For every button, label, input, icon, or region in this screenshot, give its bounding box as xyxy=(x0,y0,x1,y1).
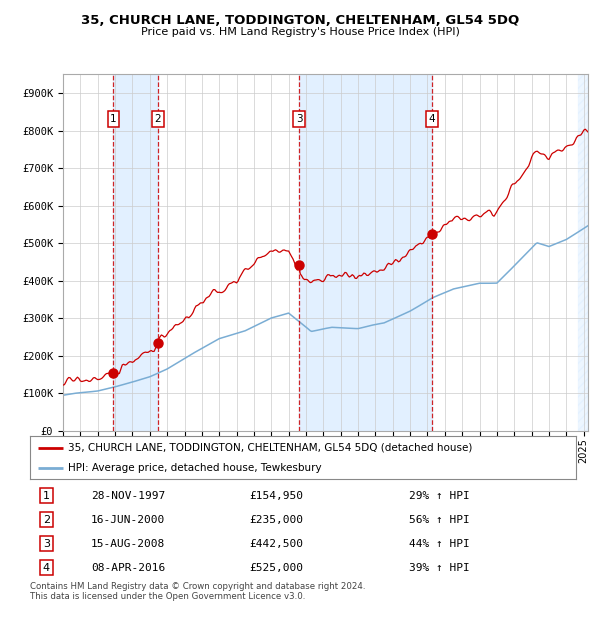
Text: £525,000: £525,000 xyxy=(249,563,303,573)
Text: £442,500: £442,500 xyxy=(249,539,303,549)
Text: 2: 2 xyxy=(43,515,50,525)
Text: 29% ↑ HPI: 29% ↑ HPI xyxy=(409,490,470,500)
Text: 1: 1 xyxy=(110,114,117,124)
Text: 15-AUG-2008: 15-AUG-2008 xyxy=(91,539,166,549)
Text: 35, CHURCH LANE, TODDINGTON, CHELTENHAM, GL54 5DQ (detached house): 35, CHURCH LANE, TODDINGTON, CHELTENHAM,… xyxy=(68,443,473,453)
Text: 16-JUN-2000: 16-JUN-2000 xyxy=(91,515,166,525)
Text: Price paid vs. HM Land Registry's House Price Index (HPI): Price paid vs. HM Land Registry's House … xyxy=(140,27,460,37)
Text: 35, CHURCH LANE, TODDINGTON, CHELTENHAM, GL54 5DQ: 35, CHURCH LANE, TODDINGTON, CHELTENHAM,… xyxy=(81,14,519,27)
Bar xyxy=(113,74,158,431)
Text: £154,950: £154,950 xyxy=(249,490,303,500)
Bar xyxy=(299,74,432,431)
Text: 44% ↑ HPI: 44% ↑ HPI xyxy=(409,539,470,549)
Text: 39% ↑ HPI: 39% ↑ HPI xyxy=(409,563,470,573)
Text: 1: 1 xyxy=(43,490,50,500)
Text: 28-NOV-1997: 28-NOV-1997 xyxy=(91,490,166,500)
Text: 4: 4 xyxy=(43,563,50,573)
Text: £235,000: £235,000 xyxy=(249,515,303,525)
Bar xyxy=(578,74,588,431)
Text: 08-APR-2016: 08-APR-2016 xyxy=(91,563,166,573)
Text: 2: 2 xyxy=(154,114,161,124)
Text: 3: 3 xyxy=(296,114,303,124)
Text: 4: 4 xyxy=(429,114,436,124)
Text: 56% ↑ HPI: 56% ↑ HPI xyxy=(409,515,470,525)
Text: HPI: Average price, detached house, Tewkesbury: HPI: Average price, detached house, Tewk… xyxy=(68,463,322,473)
Text: Contains HM Land Registry data © Crown copyright and database right 2024.
This d: Contains HM Land Registry data © Crown c… xyxy=(30,582,365,601)
Text: 3: 3 xyxy=(43,539,50,549)
